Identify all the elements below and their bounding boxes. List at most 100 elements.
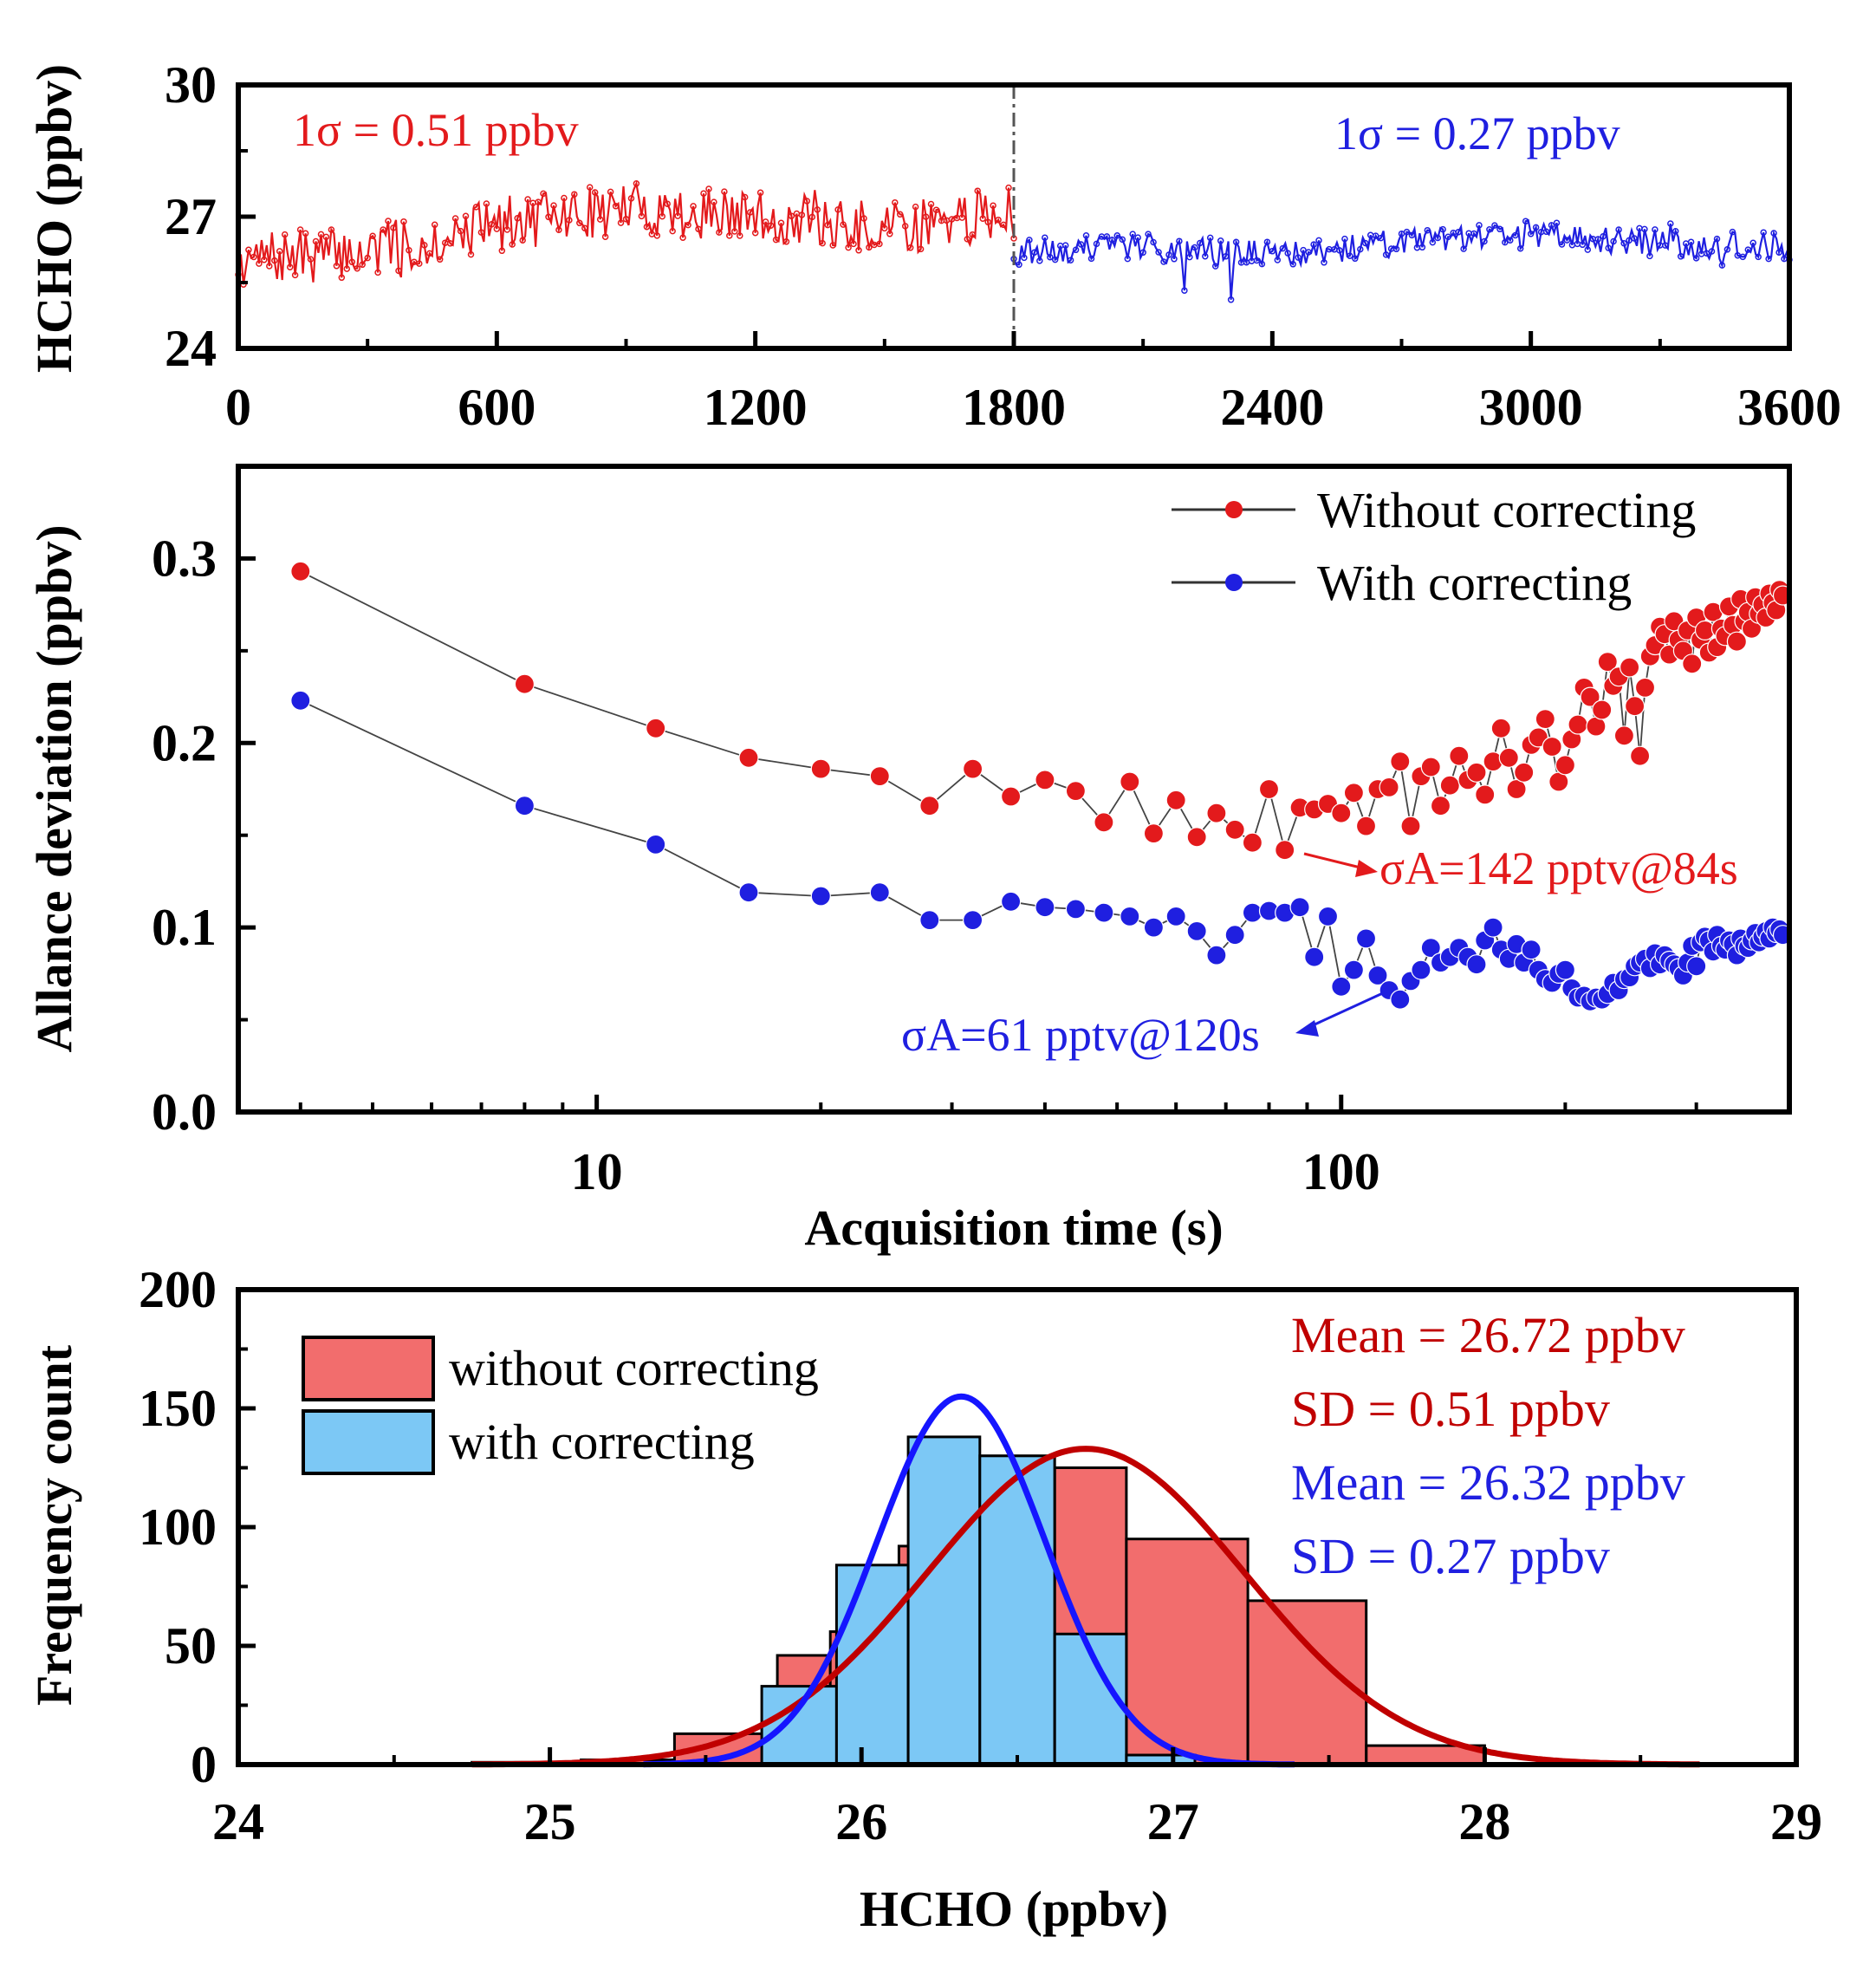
timeseries-point: [1005, 184, 1012, 192]
timeseries-point: [1222, 253, 1230, 260]
timeseries-points-red: [235, 180, 1017, 288]
timeseries-point: [969, 231, 977, 238]
allan-legend-label-blue: With correcting: [1317, 555, 1632, 611]
timeseries-point: [1119, 236, 1126, 244]
timeseries-point: [1300, 246, 1307, 254]
timeseries-point: [296, 226, 304, 233]
timeseries-point: [777, 219, 785, 227]
timeseries-point: [1600, 232, 1607, 240]
timeseries-point: [751, 229, 759, 237]
timeseries-point: [1206, 234, 1214, 242]
timeseries-point: [1108, 237, 1116, 244]
timeseries-point: [1263, 238, 1271, 245]
allan-point: [646, 834, 666, 855]
timeseries-series: [235, 85, 1793, 348]
timeseries-point: [1021, 254, 1028, 262]
timeseries-point: [659, 212, 666, 220]
timeseries-point: [974, 187, 981, 194]
timeseries-point: [601, 233, 609, 240]
timeseries-point: [984, 218, 991, 225]
allan-point: [1242, 832, 1263, 853]
timeseries-point: [302, 230, 309, 237]
timeseries-point: [1124, 255, 1132, 263]
allan-points-red: [290, 561, 1794, 861]
timeseries-point: [426, 250, 433, 257]
timeseries-point: [581, 224, 588, 231]
allan-point: [1613, 725, 1635, 746]
timeseries-point: [622, 216, 630, 223]
timeseries-point: [472, 204, 480, 211]
allan-point: [514, 673, 536, 694]
timeseries-point: [1279, 244, 1287, 252]
histogram-fit-blue: [643, 1393, 1295, 1768]
timeseries-point: [1502, 238, 1509, 246]
timeseries-ytick-label: 27: [165, 188, 217, 245]
timeseries-point: [446, 240, 454, 247]
allan-point: [962, 909, 983, 931]
timeseries-point: [291, 271, 299, 279]
timeseries-point: [1667, 220, 1674, 227]
timeseries-point: [1361, 239, 1369, 247]
timeseries-point: [1377, 234, 1385, 242]
timeseries-point: [1295, 254, 1302, 261]
allan-point: [1521, 939, 1542, 960]
timeseries-point: [467, 250, 475, 258]
timeseries-point: [695, 225, 702, 232]
timeseries-point: [421, 242, 428, 249]
timeseries-point: [1760, 229, 1767, 236]
allan-point: [1165, 790, 1186, 810]
histogram-stat-red-sd: SD = 0.51 ppbv: [1291, 1381, 1610, 1437]
timeseries-point: [509, 241, 516, 248]
timeseries-point: [814, 206, 821, 213]
histogram-xtick-label: 29: [1770, 1793, 1822, 1850]
timeseries-point: [477, 229, 485, 236]
timeseries-point: [845, 244, 852, 251]
timeseries-point: [312, 237, 320, 245]
timeseries-point: [1134, 234, 1141, 241]
timeseries-point: [1439, 225, 1446, 233]
timeseries-point: [737, 232, 743, 239]
timeseries-point: [990, 202, 996, 209]
timeseries-point: [1274, 257, 1282, 263]
timeseries-point: [390, 224, 397, 231]
timeseries-point: [922, 213, 930, 220]
timeseries-point: [808, 213, 816, 221]
timeseries-point: [1718, 262, 1726, 269]
timeseries-point: [711, 198, 717, 205]
timeseries-point: [850, 240, 857, 248]
timeseries-xtick-label: 3000: [1479, 379, 1583, 436]
timeseries-point: [493, 225, 501, 232]
allan-point: [1535, 708, 1555, 730]
timeseries-point: [406, 246, 412, 254]
timeseries-point: [1594, 236, 1601, 243]
timeseries-point: [912, 203, 919, 211]
timeseries-point: [1217, 237, 1224, 244]
allan-point: [1258, 778, 1280, 800]
timeseries-point: [281, 231, 289, 238]
allan-point: [1000, 891, 1022, 912]
allan-point: [1224, 925, 1245, 946]
timeseries-point: [829, 242, 836, 249]
timeseries-point: [927, 200, 935, 208]
timeseries-point: [1289, 261, 1296, 268]
timeseries-point: [261, 257, 268, 263]
timeseries-line-red: [237, 179, 1016, 285]
timeseries-xtick-label: 600: [458, 379, 536, 436]
allan-point: [962, 758, 983, 779]
allan-points-blue: [290, 690, 1794, 1011]
timeseries-point: [1481, 237, 1488, 245]
timeseries-point: [627, 195, 635, 202]
histogram-ytick-label: 50: [165, 1617, 217, 1674]
timeseries-point: [395, 267, 402, 275]
timeseries-point: [762, 218, 769, 225]
timeseries-point: [1321, 259, 1327, 266]
allan-point: [810, 758, 831, 779]
timeseries-point: [1744, 246, 1752, 253]
histogram-legend-swatch-blue: [302, 1409, 435, 1475]
timeseries-point: [1527, 231, 1535, 237]
timeseries-point: [1341, 235, 1348, 243]
timeseries-point: [979, 215, 986, 222]
timeseries-point: [1687, 238, 1695, 245]
allan-point: [1568, 714, 1588, 735]
allan-ytick-label: 0.1: [152, 899, 217, 956]
